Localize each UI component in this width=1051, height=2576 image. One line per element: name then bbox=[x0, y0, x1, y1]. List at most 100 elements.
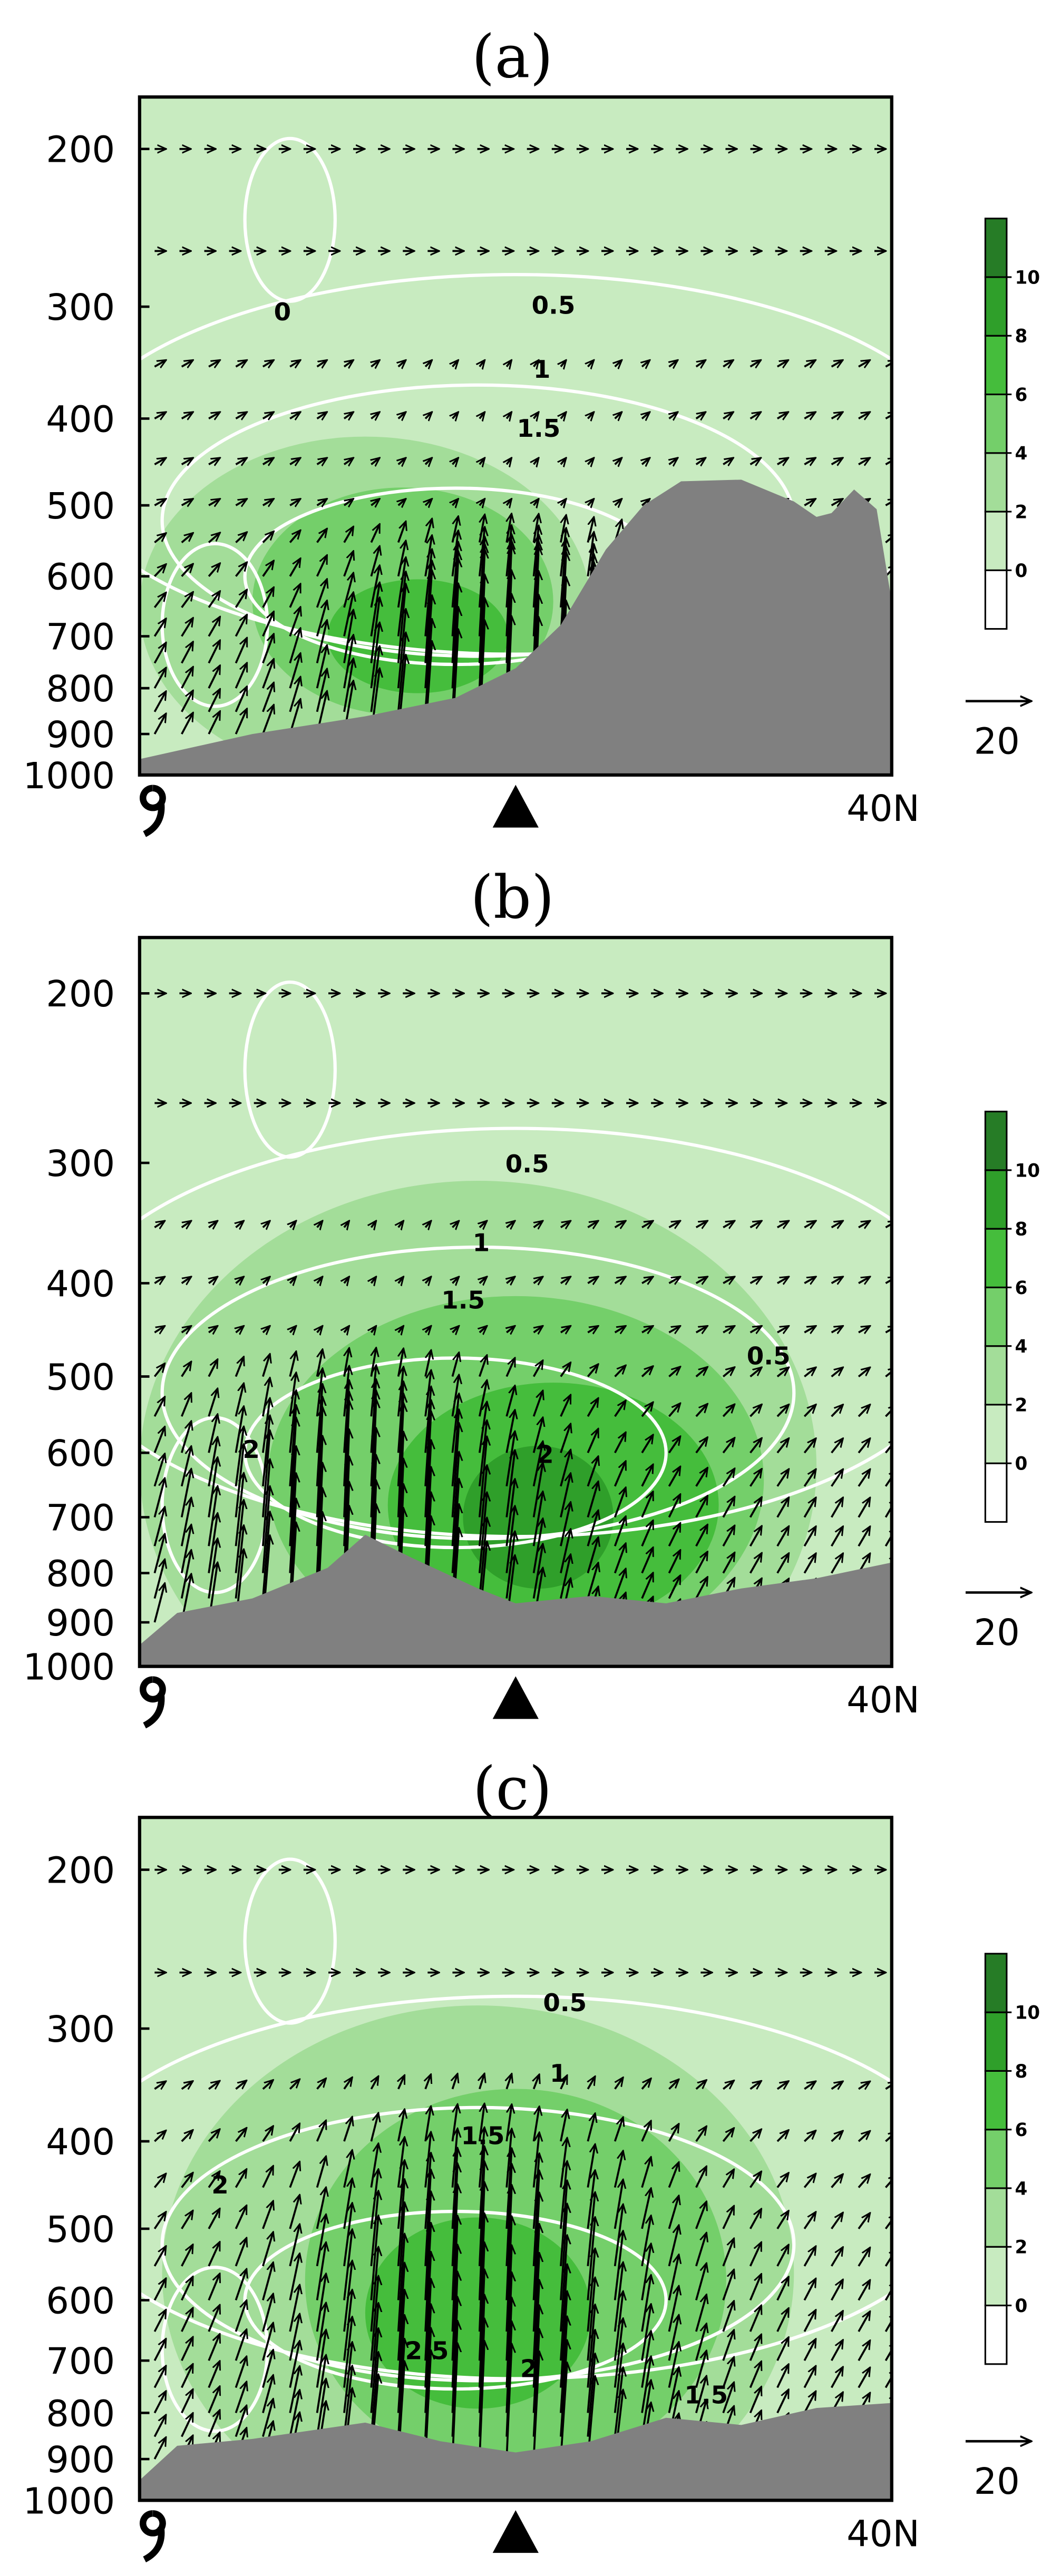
wind-vector bbox=[181, 2130, 193, 2142]
wind-vector bbox=[262, 587, 274, 608]
wind-vector bbox=[209, 1277, 218, 1283]
wind-vector bbox=[507, 1221, 515, 1227]
wind-vector bbox=[831, 1469, 843, 1487]
wind-vector bbox=[858, 1469, 870, 1487]
wind-vector bbox=[208, 2410, 220, 2437]
wind-vector bbox=[749, 2387, 762, 2414]
wind-vector bbox=[614, 2367, 624, 2437]
wind-vector bbox=[153, 1364, 164, 1377]
wind-vector bbox=[560, 2161, 567, 2229]
y-tick-label: 900 bbox=[46, 1602, 115, 1644]
wind-vector bbox=[560, 2180, 567, 2266]
wind-vector bbox=[289, 412, 300, 418]
wind-vector bbox=[641, 1277, 653, 1283]
wind-vector bbox=[181, 2081, 193, 2090]
wind-vector bbox=[181, 642, 193, 664]
wind-vector bbox=[262, 659, 274, 689]
wind-vector bbox=[695, 2324, 707, 2361]
wind-vector bbox=[208, 2361, 220, 2388]
wind-vector bbox=[316, 2078, 326, 2090]
wind-vector bbox=[858, 2367, 870, 2388]
wind-vector bbox=[181, 458, 193, 464]
wind-vector bbox=[478, 2341, 484, 2460]
colorbar-tick-label: 10 bbox=[1015, 1160, 1040, 1181]
wind-vector bbox=[587, 1537, 598, 1574]
wind-vector bbox=[560, 2110, 567, 2142]
wind-vector bbox=[588, 360, 594, 366]
wind-vector bbox=[317, 1277, 323, 1283]
colorbar-tick-label: 10 bbox=[1015, 267, 1040, 288]
wind-vector bbox=[235, 458, 247, 464]
wind-vector bbox=[804, 1277, 816, 1283]
wind-vector bbox=[478, 2295, 484, 2413]
wind-vector bbox=[181, 2245, 193, 2267]
wind-vector bbox=[695, 2350, 707, 2388]
wind-vector bbox=[831, 1405, 843, 1417]
typhoon-symbol bbox=[140, 1676, 166, 1729]
wind-vector bbox=[424, 2328, 431, 2437]
wind-vector bbox=[343, 499, 354, 505]
wind-vector bbox=[153, 1534, 164, 1574]
wind-vector bbox=[641, 2121, 652, 2142]
wind-vector bbox=[235, 2206, 248, 2229]
contour-label: 0.5 bbox=[505, 1150, 549, 1179]
wind-vector bbox=[154, 1277, 164, 1283]
wind-vector bbox=[587, 2354, 595, 2437]
wind-vector bbox=[505, 1531, 515, 1599]
wind-vector bbox=[858, 1405, 870, 1417]
wind-vector bbox=[722, 1367, 735, 1377]
contour-label: 0 bbox=[274, 298, 291, 327]
wind-vector bbox=[235, 1357, 244, 1377]
wind-vector bbox=[668, 1277, 680, 1283]
wind-vector bbox=[668, 2225, 679, 2267]
wind-vector bbox=[154, 564, 166, 577]
wind-vector bbox=[480, 1326, 487, 1332]
wind-vector bbox=[236, 1277, 244, 1283]
reference-vector-label: 20 bbox=[974, 720, 1020, 762]
wind-vector bbox=[695, 1326, 708, 1332]
wind-vector bbox=[561, 499, 566, 505]
wind-vector bbox=[262, 360, 274, 366]
wind-vector bbox=[803, 2212, 816, 2229]
wind-vector bbox=[181, 499, 193, 505]
wind-vector bbox=[371, 1221, 376, 1227]
wind-vector bbox=[858, 2280, 870, 2301]
wind-vector bbox=[776, 412, 789, 418]
wind-vector bbox=[587, 2144, 595, 2188]
wind-vector bbox=[587, 2248, 595, 2332]
colorbar-box bbox=[984, 393, 1008, 454]
colorbar-tick-label: 4 bbox=[1015, 443, 1027, 464]
wind-vector bbox=[262, 2080, 274, 2090]
wind-vector bbox=[507, 1277, 515, 1283]
contour-label: 0.5 bbox=[543, 1989, 587, 2017]
wind-vector bbox=[614, 1326, 626, 1332]
wind-vector bbox=[370, 2247, 378, 2332]
wind-vector bbox=[533, 1221, 543, 1227]
wind-vector bbox=[452, 458, 458, 464]
y-tick-label: 800 bbox=[46, 668, 115, 710]
wind-vector bbox=[398, 458, 406, 464]
wind-vector bbox=[695, 2166, 708, 2188]
wind-vector bbox=[235, 1500, 244, 1573]
wind-vector bbox=[749, 1553, 762, 1574]
contour-label: 1.5 bbox=[441, 1286, 485, 1315]
wind-vector bbox=[749, 2171, 762, 2188]
wind-vector bbox=[316, 579, 327, 608]
wind-vector bbox=[289, 607, 300, 637]
wind-vector bbox=[343, 2150, 352, 2188]
wind-vector bbox=[480, 499, 485, 505]
colorbar-tick-label: 10 bbox=[1015, 2003, 1040, 2024]
wind-vector bbox=[180, 1446, 191, 1487]
wind-vector bbox=[424, 570, 432, 663]
wind-vector bbox=[343, 2117, 352, 2142]
wind-vector bbox=[208, 1414, 218, 1453]
wind-vector bbox=[776, 1405, 789, 1417]
wind-vector bbox=[776, 2211, 789, 2229]
wind-vector bbox=[750, 1404, 762, 1417]
wind-vector bbox=[830, 2279, 843, 2301]
plot-frame bbox=[138, 936, 893, 1668]
panel-title: (c) bbox=[473, 1755, 552, 1824]
contour-label: 1.5 bbox=[517, 415, 561, 443]
wind-vector bbox=[235, 663, 248, 689]
colorbar-tick-label: 8 bbox=[1015, 2061, 1027, 2082]
